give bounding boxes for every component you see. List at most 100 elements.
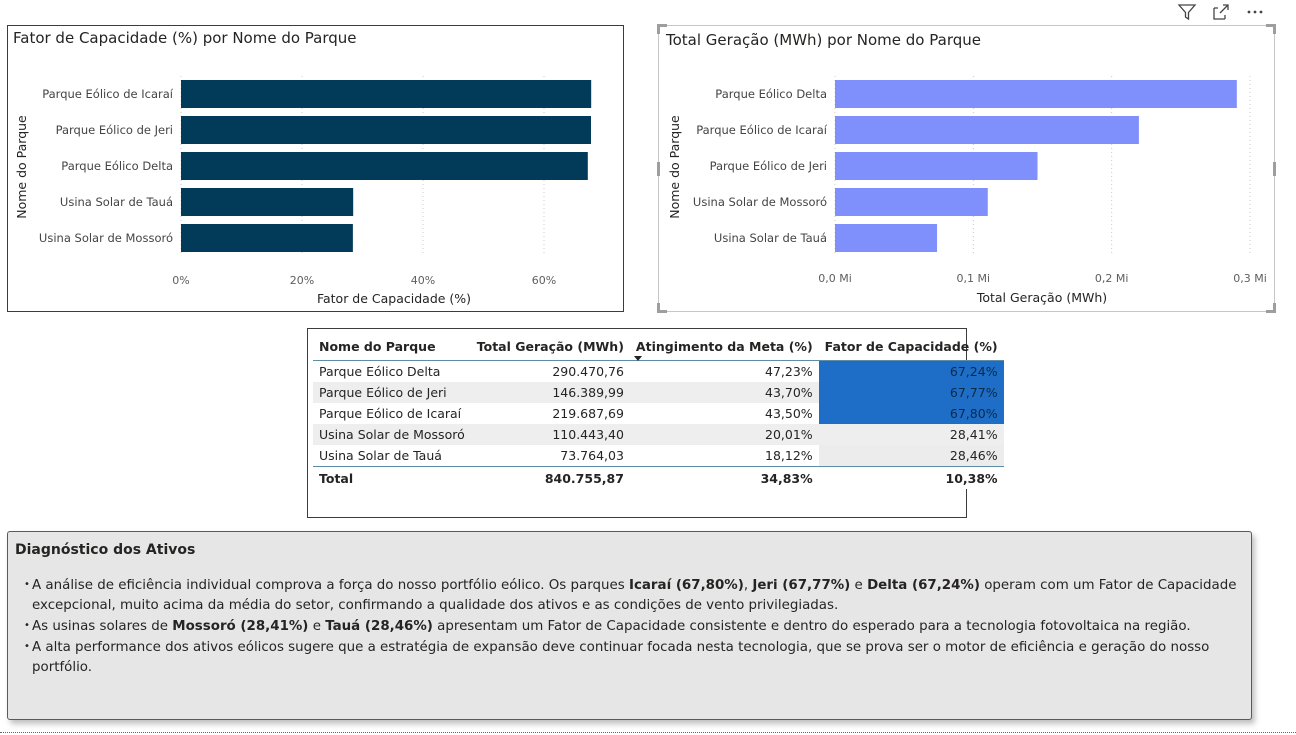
bold-text: Delta (67,24%) (867, 578, 980, 593)
table-row[interactable]: Usina Solar de Tauá 73.764,03 18,12% 28,… (313, 445, 1004, 467)
text: e (308, 619, 326, 634)
col-header-generation[interactable]: Total Geração (MWh) (470, 335, 630, 361)
col-header-target[interactable]: Atingimento da Meta (%) (629, 335, 819, 361)
cell-target: 43,70% (629, 382, 819, 403)
page-border (0, 732, 1296, 733)
bold-text: Mossoró (28,41%) (172, 619, 309, 634)
resize-handle-top-right[interactable] (1266, 24, 1276, 34)
total-generation: 840.755,87 (470, 466, 630, 489)
resize-handle-left[interactable] (657, 162, 660, 176)
total-label: Total (313, 466, 471, 489)
total-generation-chart[interactable]: Total Geração (MWh) por Nome do Parque 0… (657, 24, 1276, 313)
diagnostic-bullet-3: A alta performance dos ativos eólicos su… (15, 637, 1244, 678)
bar[interactable] (835, 80, 1237, 108)
sort-desc-icon (633, 356, 642, 361)
bar[interactable] (181, 224, 353, 252)
bar[interactable] (835, 188, 988, 216)
category-label: Parque Eólico de Jeri (56, 123, 173, 137)
bar[interactable] (181, 188, 354, 216)
col-header-target-label: Atingimento da Meta (%) (635, 339, 813, 354)
cell-target: 47,23% (765, 364, 813, 379)
total-target: 34,83% (629, 466, 819, 489)
bar[interactable] (181, 80, 592, 108)
bar[interactable] (835, 116, 1139, 144)
resize-handle-right[interactable] (1273, 162, 1276, 176)
col-header-park[interactable]: Nome do Parque (313, 335, 471, 361)
filter-icon[interactable] (1176, 1, 1198, 23)
table-row[interactable]: Parque Eólico de Icaraí 219.687,69 43,50… (313, 403, 1004, 424)
x-tick-label: 0,2 Mi (1095, 272, 1129, 285)
cell-capacity: 67,80% (818, 403, 1004, 424)
diagnostic-title: Diagnóstico dos Ativos (15, 542, 196, 558)
col-header-capacity[interactable]: Fator de Capacidade (%) (818, 335, 1004, 361)
x-tick-label: 60% (532, 274, 556, 287)
table-row[interactable]: Parque Eólico Delta 290.470,76 47,23% 67… (313, 360, 1004, 382)
x-axis-title: Total Geração (MWh) (976, 290, 1107, 305)
cell-park: Usina Solar de Tauá (319, 448, 442, 463)
resize-handle-bottom-right[interactable] (1266, 303, 1276, 313)
y-axis-title: Nome do Parque (14, 115, 29, 219)
diagnostic-bullet-1: A análise de eficiência individual compr… (15, 575, 1244, 616)
category-label: Usina Solar de Mossoró (39, 231, 173, 245)
resize-handle-bottom-left[interactable] (657, 303, 667, 313)
cell-capacity: 28,41% (818, 424, 1004, 445)
bar[interactable] (835, 152, 1038, 180)
x-tick-label: 20% (290, 274, 314, 287)
total-generation-bar-chart: 0,0 Mi 0,1 Mi 0,2 Mi 0,3 Mi Parque Eólico De… (667, 76, 1267, 305)
capacity-factor-bar-chart: 0% 20% 40% 60% Parque Eólico de Icaraí Parque… (14, 76, 592, 306)
cell-capacity: 28,46% (818, 445, 1004, 467)
category-label: Parque Eólico Delta (61, 159, 173, 173)
table-row[interactable]: Parque Eólico de Jeri 146.389,99 43,70% … (313, 382, 1004, 403)
cell-generation: 146.389,99 (470, 382, 630, 403)
bold-text: Jeri (67,77%) (752, 578, 851, 593)
cell-generation: 290.470,76 (552, 364, 624, 379)
cell-generation: 110.443,40 (470, 424, 630, 445)
cell-park: Parque Eólico de Icaraí (319, 406, 462, 421)
cell-capacity: 67,24% (818, 360, 1004, 382)
diagnostic-text-box: Diagnóstico dos Ativos A análise de efic… (7, 531, 1252, 720)
x-tick-label: 40% (411, 274, 435, 287)
cell-park: Usina Solar de Mossoró (313, 424, 471, 445)
resize-handle-top-left[interactable] (657, 24, 667, 34)
y-axis-title: Nome do Parque (667, 115, 682, 219)
table-total-row: Total 840.755,87 34,83% 10,38% (313, 466, 1004, 489)
category-label: Usina Solar de Tauá (714, 231, 827, 245)
bar[interactable] (181, 152, 588, 180)
category-label: Parque Eólico de Icaraí (696, 123, 828, 137)
category-label: Parque Eólico Delta (715, 87, 827, 101)
x-tick-label: 0,0 Mi (818, 272, 852, 285)
x-axis-title: Fator de Capacidade (%) (317, 291, 471, 306)
cell-target: 20,01% (629, 424, 819, 445)
cell-generation: 219.687,69 (552, 406, 624, 421)
diagnostic-bullet-2: As usinas solares de Mossoró (28,41%) e … (15, 616, 1244, 637)
assets-table[interactable]: Nome do Parque Total Geração (MWh) Ating… (307, 328, 1004, 518)
more-options-icon[interactable] (1244, 1, 1266, 23)
bold-text: Tauá (28,46%) (325, 619, 433, 634)
cell-generation: 73.764,03 (560, 448, 624, 463)
text: e (850, 578, 868, 593)
chart-title: Fator de Capacidade (%) por Nome do Parq… (13, 29, 357, 47)
x-tick-label: 0% (172, 274, 189, 287)
text: A alta performance dos ativos eólicos su… (32, 640, 1210, 675)
table-row[interactable]: Usina Solar de Mossoró 110.443,40 20,01%… (313, 424, 1004, 445)
category-label: Parque Eólico de Jeri (710, 159, 827, 173)
cell-target: 18,12% (765, 448, 813, 463)
category-label: Usina Solar de Tauá (60, 195, 173, 209)
category-label: Parque Eólico de Icaraí (42, 87, 174, 101)
category-label: Usina Solar de Mossoró (693, 195, 827, 209)
assets-table-grid: Nome do Parque Total Geração (MWh) Ating… (313, 335, 1004, 489)
chart-title: Total Geração (MWh) por Nome do Parque (666, 31, 981, 49)
focus-mode-icon[interactable] (1210, 1, 1232, 23)
total-capacity: 10,38% (818, 466, 1004, 489)
diagnostic-bullets: A análise de eficiência individual compr… (15, 575, 1244, 678)
bar[interactable] (181, 116, 592, 144)
text: operam com um Fator de Capacidade excepc… (32, 578, 1237, 613)
cell-capacity: 67,77% (818, 382, 1004, 403)
capacity-factor-chart[interactable]: Fator de Capacidade (%) por Nome do Parq… (7, 25, 624, 312)
text: apresentam um Fator de Capacidade consis… (432, 619, 1191, 634)
text: A análise de eficiência individual compr… (32, 578, 629, 593)
cell-park: Parque Eólico Delta (319, 364, 441, 379)
text: As usinas solares de (32, 619, 173, 634)
cell-target: 43,50% (765, 406, 813, 421)
bar[interactable] (835, 224, 938, 252)
